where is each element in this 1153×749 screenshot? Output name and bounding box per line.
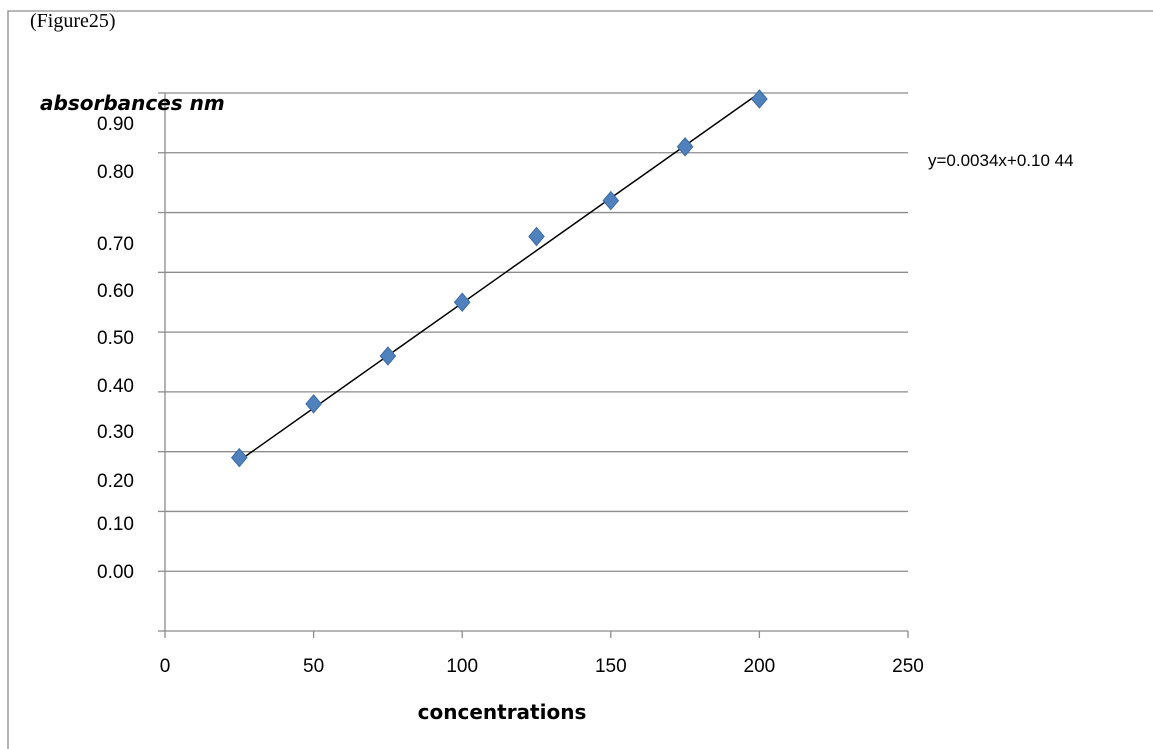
y-tick-label: 0.40: [97, 376, 134, 397]
data-point: [676, 137, 694, 157]
y-tick-label: 0.90: [97, 114, 134, 135]
y-tick-label: 0.50: [97, 328, 134, 349]
axes: [158, 92, 909, 638]
figure-border: [7, 10, 1153, 749]
data-point: [602, 190, 620, 211]
data-point: [751, 89, 768, 109]
y-axis-label: absorbances nm: [40, 91, 225, 115]
x-tick-label: 200: [744, 656, 776, 677]
data-point: [453, 292, 471, 312]
trendline-equation: y=0.0034x+0.10 44: [928, 151, 1074, 170]
x-axis-label: concentrations: [418, 700, 587, 724]
data-point: [230, 447, 248, 468]
data-point: [379, 346, 397, 366]
x-tick-label: 250: [892, 656, 924, 677]
x-tick-label: 150: [595, 656, 627, 677]
figure-caption: (Figure25): [30, 10, 116, 32]
y-tick-label: 0.80: [97, 162, 134, 183]
gridlines: [165, 92, 908, 572]
trendline-line: [238, 92, 760, 462]
y-tick-label: 0.10: [97, 514, 134, 535]
x-tick-label: 0: [160, 656, 171, 677]
y-tick-label: 0.20: [97, 471, 134, 492]
y-tick-label: 0.00: [97, 562, 134, 583]
x-tick-label: 100: [446, 656, 478, 677]
y-tick-label: 0.70: [97, 234, 134, 255]
y-tick-label: 0.60: [97, 281, 134, 302]
x-tick-labels: 0 50 100 150 200 250: [160, 656, 924, 677]
y-tick-labels: 0.90 0.80 0.70 0.60 0.50 0.40 0.30 0.20 0.10 0.00: [97, 114, 134, 583]
x-tick-label: 50: [303, 656, 324, 677]
data-point: [305, 394, 322, 414]
data-point: [528, 226, 545, 247]
data-points: [230, 89, 768, 468]
trendline: [238, 92, 760, 462]
y-tick-label: 0.30: [97, 422, 134, 443]
